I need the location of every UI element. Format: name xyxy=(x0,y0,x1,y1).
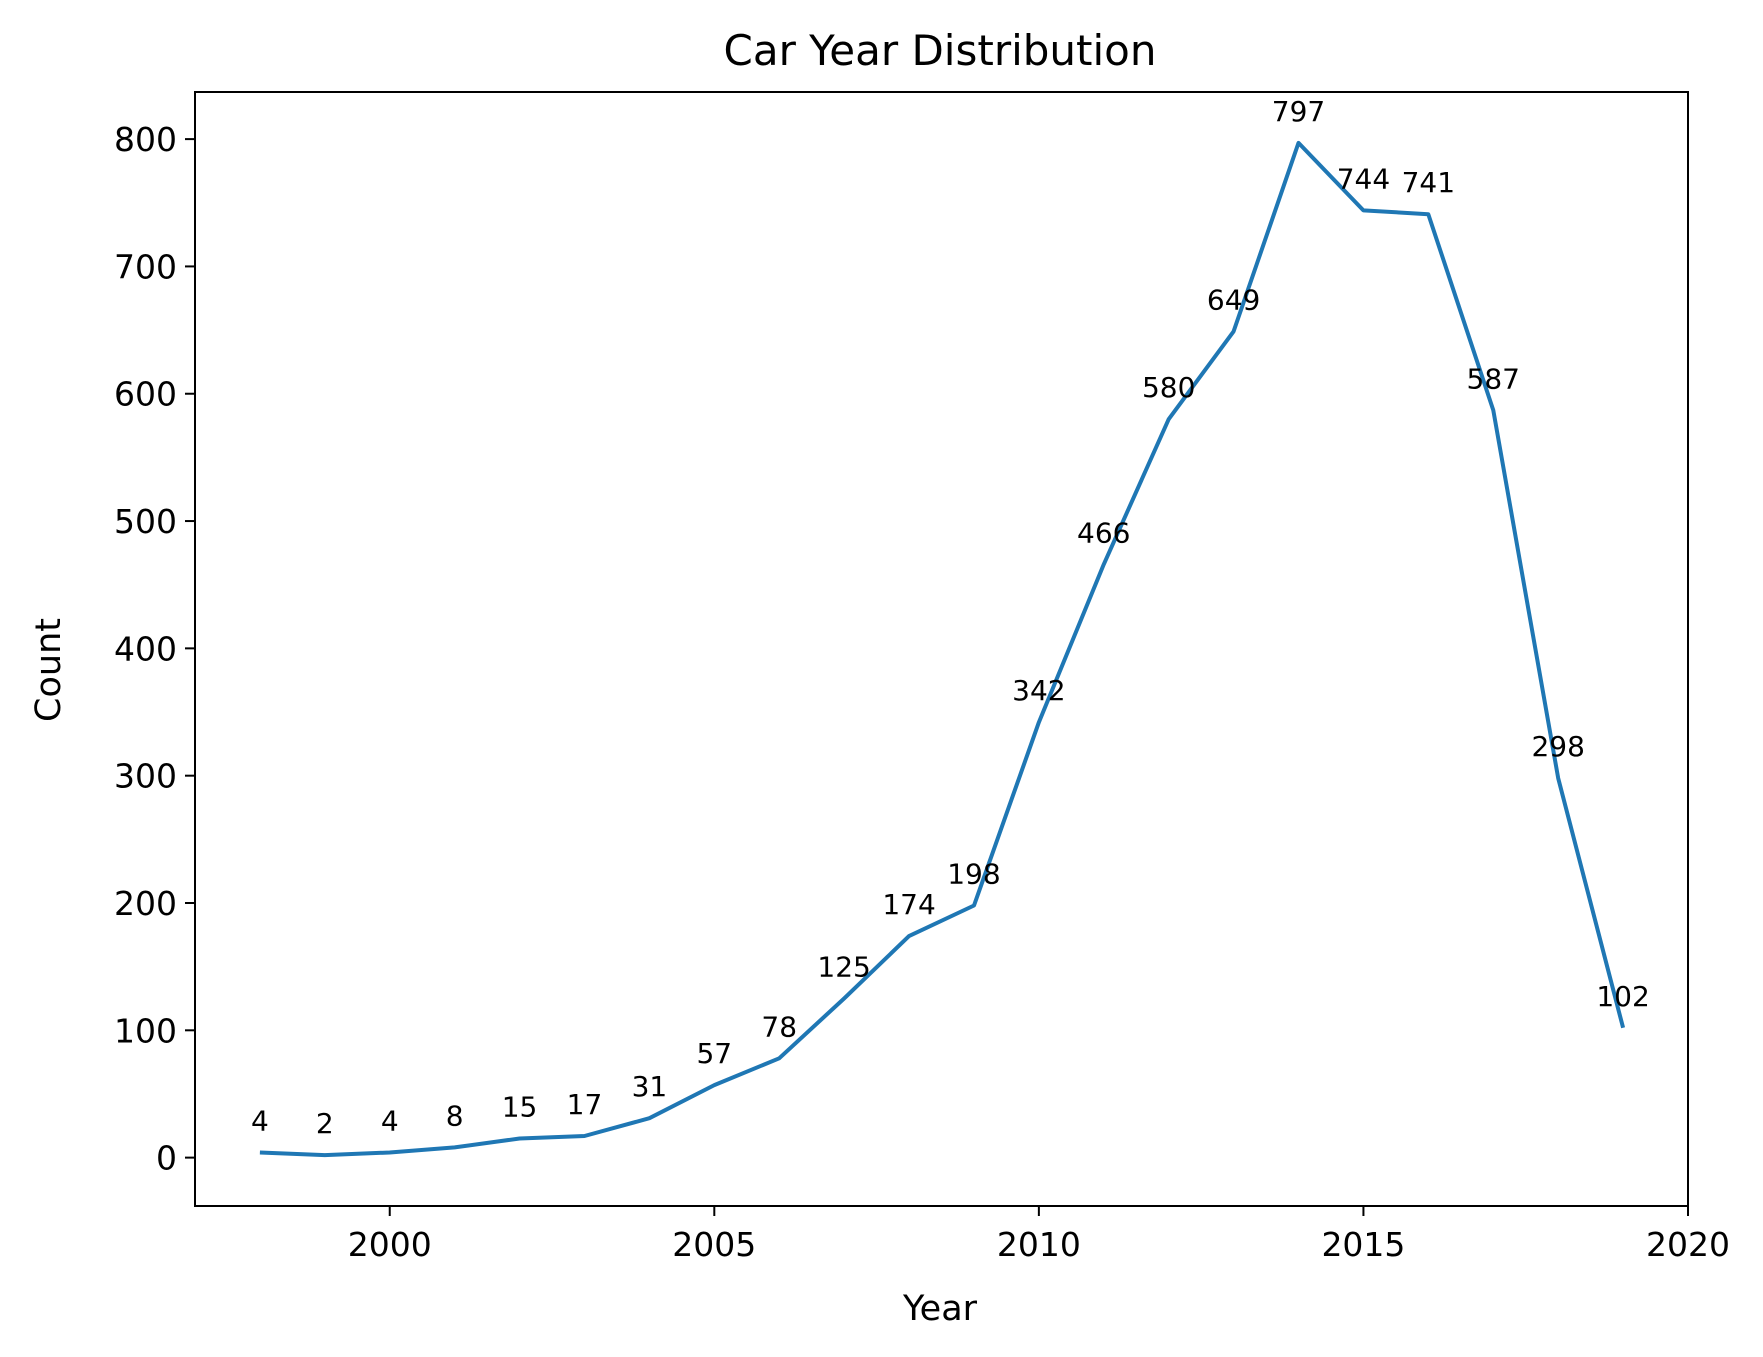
data-label: 15 xyxy=(502,1091,538,1124)
y-tick-label: 800 xyxy=(114,120,177,159)
data-label: 2 xyxy=(316,1107,334,1140)
series-line xyxy=(259,140,1626,1158)
x-axis-label: Year xyxy=(902,1289,978,1329)
chart-title: Car Year Distribution xyxy=(724,26,1157,75)
series xyxy=(259,140,1626,1158)
y-axis-label: Count xyxy=(29,618,69,722)
x-tick-label: 2015 xyxy=(1321,1225,1405,1264)
data-label: 17 xyxy=(567,1088,603,1121)
x-tick-label: 2005 xyxy=(672,1225,756,1264)
data-label: 342 xyxy=(1012,674,1065,707)
data-label: 4 xyxy=(381,1105,399,1138)
y-tick-label: 200 xyxy=(114,884,177,923)
data-label: 57 xyxy=(696,1037,732,1070)
data-label: 741 xyxy=(1402,166,1455,199)
data-label: 298 xyxy=(1531,730,1584,763)
x-tick-label: 2000 xyxy=(348,1225,432,1264)
data-label: 174 xyxy=(882,888,935,921)
data-label: 587 xyxy=(1467,362,1520,395)
data-label: 580 xyxy=(1142,371,1195,404)
y-tick-label: 500 xyxy=(114,502,177,541)
data-label: 744 xyxy=(1337,162,1390,195)
data-label: 797 xyxy=(1272,95,1325,128)
data-label: 198 xyxy=(947,858,1000,891)
data-label: 8 xyxy=(446,1099,464,1132)
data-label: 4 xyxy=(251,1105,269,1138)
data-label: 125 xyxy=(817,950,870,983)
data-label: 649 xyxy=(1207,283,1260,316)
y-tick-label: 400 xyxy=(114,629,177,668)
x-tick-label: 2010 xyxy=(997,1225,1081,1264)
data-labels: 4 2 4 8 15 17 31 57 78 125 174 198 342 466 580 649 797 74… xyxy=(251,95,1650,1140)
y-tick-label: 100 xyxy=(114,1011,177,1050)
y-tick-label: 700 xyxy=(114,247,177,286)
ticks: 2000 2005 2010 2015 2020 0 100 200 300 400 500 600 7… xyxy=(114,120,1730,1264)
x-tick-label: 2020 xyxy=(1646,1225,1730,1264)
y-tick-label: 300 xyxy=(114,757,177,796)
y-tick-label: 600 xyxy=(114,375,177,414)
data-label: 31 xyxy=(632,1070,668,1103)
y-tick-label: 0 xyxy=(156,1139,177,1178)
data-label: 78 xyxy=(761,1010,797,1043)
data-label: 466 xyxy=(1077,516,1130,549)
data-label: 102 xyxy=(1596,980,1649,1013)
